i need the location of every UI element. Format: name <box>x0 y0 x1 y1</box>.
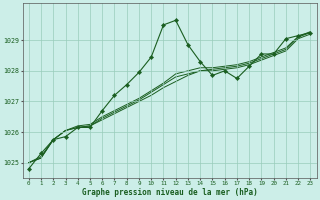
X-axis label: Graphe pression niveau de la mer (hPa): Graphe pression niveau de la mer (hPa) <box>82 188 258 197</box>
